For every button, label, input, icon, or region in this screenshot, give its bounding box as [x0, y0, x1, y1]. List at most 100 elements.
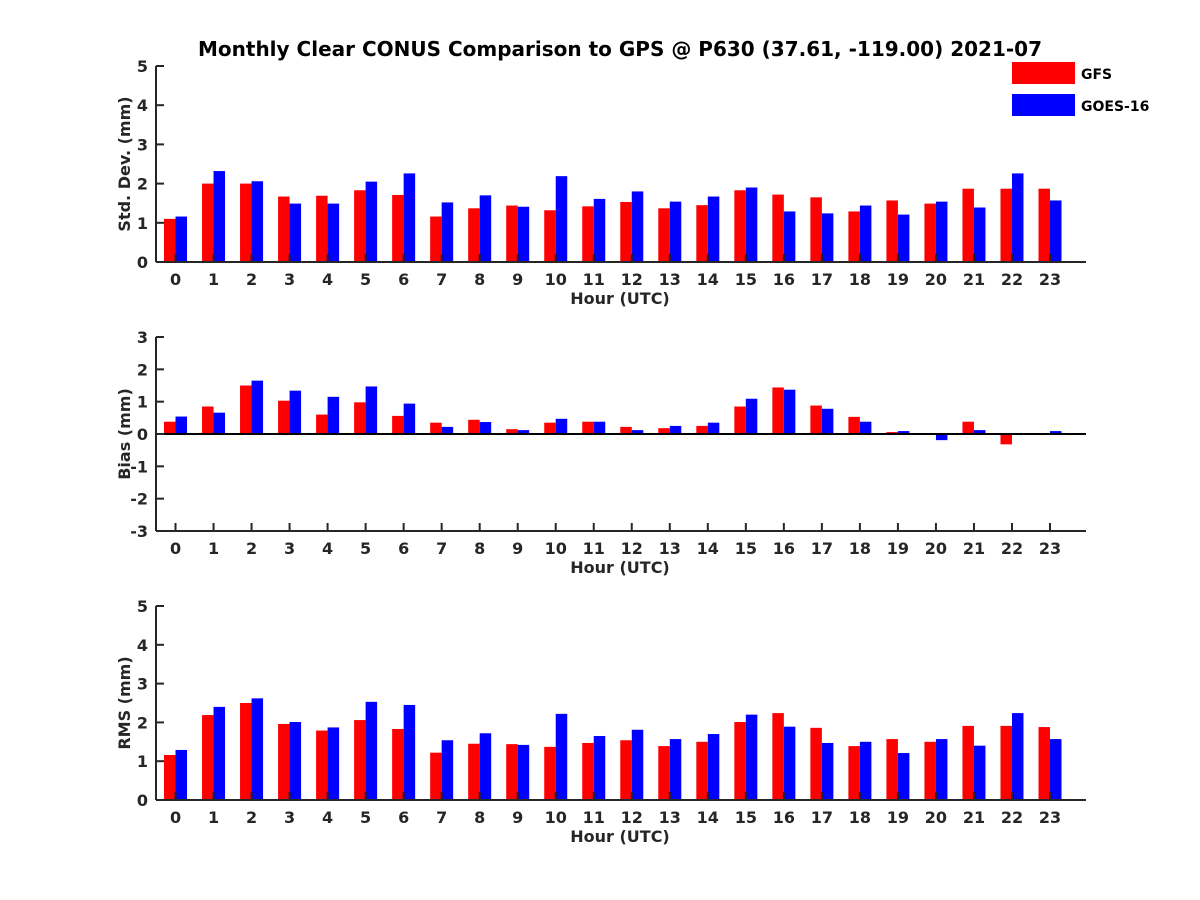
- std-dev-bar-goes-16-hour-12: [631, 191, 644, 262]
- bias-x-tick-label: 6: [398, 539, 409, 558]
- rms-bar-gfs-hour-10: [544, 746, 556, 800]
- std-dev-bar-goes-16-hour-15: [745, 187, 758, 262]
- rms-x-tick-label: 10: [545, 808, 567, 827]
- bias-bar-goes-16-hour-10: [555, 418, 568, 434]
- rms-bar-goes-16-hour-12: [631, 729, 644, 800]
- rms-bar-goes-16-hour-2: [251, 698, 264, 800]
- std-dev-y-tick-label: 1: [137, 214, 148, 233]
- bias-x-tick-label: 11: [583, 539, 605, 558]
- std-dev-bar-goes-16-hour-10: [555, 176, 568, 262]
- rms-bar-goes-16-hour-19: [897, 753, 910, 800]
- rms-x-tick-label: 0: [170, 808, 181, 827]
- std-dev-bar-goes-16-hour-14: [707, 196, 720, 262]
- bias-bar-goes-16-hour-21: [973, 430, 986, 434]
- bias-bar-goes-16-hour-4: [327, 396, 340, 434]
- bias-x-tick-label: 10: [545, 539, 567, 558]
- rms-bar-gfs-hour-6: [392, 729, 404, 800]
- std-dev-bar-gfs-hour-23: [1038, 188, 1050, 262]
- std-dev-x-tick-label: 3: [284, 270, 295, 289]
- rms-x-tick-label: 4: [322, 808, 333, 827]
- bias-bar-goes-16-hour-6: [403, 403, 416, 434]
- bias-y-tick-label: 2: [137, 360, 148, 379]
- std-dev-bar-gfs-hour-1: [202, 183, 214, 262]
- std-dev-y-axis-label: Std. Dev. (mm): [115, 96, 134, 231]
- std-dev-bar-gfs-hour-22: [1000, 188, 1012, 262]
- bias-bar-goes-16-hour-14: [707, 422, 720, 434]
- std-dev-x-tick-label: 1: [208, 270, 219, 289]
- bias-bar-gfs-hour-11: [582, 421, 594, 434]
- rms-y-tick-label: 4: [137, 636, 148, 655]
- bias-bar-goes-16-hour-5: [365, 386, 378, 434]
- rms-bar-gfs-hour-12: [620, 740, 632, 800]
- bias-x-tick-label: 0: [170, 539, 181, 558]
- bias-bar-gfs-hour-7: [430, 422, 442, 434]
- bias-bar-gfs-hour-21: [962, 421, 974, 434]
- std-dev-bar-gfs-hour-6: [392, 194, 404, 262]
- std-dev-x-tick-label: 14: [697, 270, 719, 289]
- rms-x-tick-label: 21: [963, 808, 985, 827]
- bias-y-tick-label: -1: [130, 457, 148, 476]
- rms-x-tick-label: 13: [659, 808, 681, 827]
- rms-bar-goes-16-hour-8: [479, 733, 492, 800]
- bias-x-tick-label: 23: [1039, 539, 1061, 558]
- std-dev-x-tick-label: 20: [925, 270, 947, 289]
- std-dev-x-tick-label: 7: [436, 270, 447, 289]
- std-dev-x-tick-label: 9: [512, 270, 523, 289]
- std-dev-bar-goes-16-hour-16: [783, 211, 796, 262]
- bias-bar-gfs-hour-16: [772, 387, 784, 434]
- std-dev-bar-goes-16-hour-17: [821, 213, 834, 262]
- rms-bar-goes-16-hour-21: [973, 745, 986, 800]
- bias-x-tick-label: 22: [1001, 539, 1023, 558]
- rms-x-tick-label: 5: [360, 808, 371, 827]
- rms-bar-gfs-hour-9: [506, 744, 518, 800]
- std-dev-x-tick-label: 5: [360, 270, 371, 289]
- bias-bar-gfs-hour-8: [468, 419, 480, 434]
- std-dev-bar-goes-16-hour-1: [213, 171, 226, 262]
- std-dev-bar-gfs-hour-7: [430, 216, 442, 262]
- rms-x-tick-label: 14: [697, 808, 719, 827]
- bias-y-tick-label: 1: [137, 393, 148, 412]
- bias-bar-gfs-hour-6: [392, 415, 404, 434]
- rms-bar-gfs-hour-4: [316, 730, 328, 800]
- std-dev-y-tick-label: 4: [137, 96, 148, 115]
- std-dev-bar-gfs-hour-19: [886, 200, 898, 262]
- std-dev-x-tick-label: 22: [1001, 270, 1023, 289]
- std-dev-bar-goes-16-hour-8: [479, 195, 492, 262]
- rms-bar-gfs-hour-3: [278, 723, 290, 800]
- bias-x-tick-label: 2: [246, 539, 257, 558]
- bias-bar-gfs-hour-15: [734, 406, 746, 434]
- rms-bar-gfs-hour-8: [468, 743, 480, 800]
- std-dev-bar-gfs-hour-16: [772, 194, 784, 262]
- bias-bar-gfs-hour-22: [1000, 434, 1012, 445]
- rms-bar-goes-16-hour-20: [935, 739, 948, 800]
- bias-bar-goes-16-hour-23: [1050, 431, 1062, 434]
- rms-x-tick-label: 6: [398, 808, 409, 827]
- rms-bar-gfs-hour-13: [658, 746, 670, 800]
- figure-title: Monthly Clear CONUS Comparison to GPS @ …: [198, 37, 1042, 61]
- legend-label-goes-16: GOES-16: [1081, 99, 1149, 115]
- std-dev-x-tick-label: 23: [1039, 270, 1061, 289]
- bias-bar-goes-16-hour-11: [593, 421, 606, 434]
- bias-bar-goes-16-hour-7: [441, 426, 454, 434]
- std-dev-x-tick-label: 8: [474, 270, 485, 289]
- bias-bar-gfs-hour-17: [810, 405, 822, 434]
- std-dev-y-tick-label: 2: [137, 175, 148, 194]
- std-dev-y-tick-label: 0: [137, 253, 148, 272]
- bias-x-tick-label: 1: [208, 539, 219, 558]
- std-dev-bar-gfs-hour-21: [962, 188, 974, 262]
- rms-bar-goes-16-hour-15: [745, 714, 758, 800]
- rms-bar-gfs-hour-5: [354, 720, 366, 800]
- bias-bar-gfs-hour-14: [696, 425, 708, 434]
- std-dev-bar-gfs-hour-3: [278, 196, 290, 262]
- std-dev-bar-gfs-hour-11: [582, 206, 594, 262]
- std-dev-bar-goes-16-hour-6: [403, 173, 416, 262]
- std-dev-y-tick-label: 5: [137, 57, 148, 76]
- std-dev-x-tick-label: 6: [398, 270, 409, 289]
- std-dev-bar-gfs-hour-20: [924, 203, 936, 262]
- bias-x-tick-label: 3: [284, 539, 295, 558]
- bias-bar-gfs-hour-4: [316, 414, 328, 434]
- bias-bar-goes-16-hour-9: [517, 430, 530, 434]
- bias-y-tick-label: 0: [137, 425, 148, 444]
- rms-bar-gfs-hour-23: [1038, 727, 1050, 800]
